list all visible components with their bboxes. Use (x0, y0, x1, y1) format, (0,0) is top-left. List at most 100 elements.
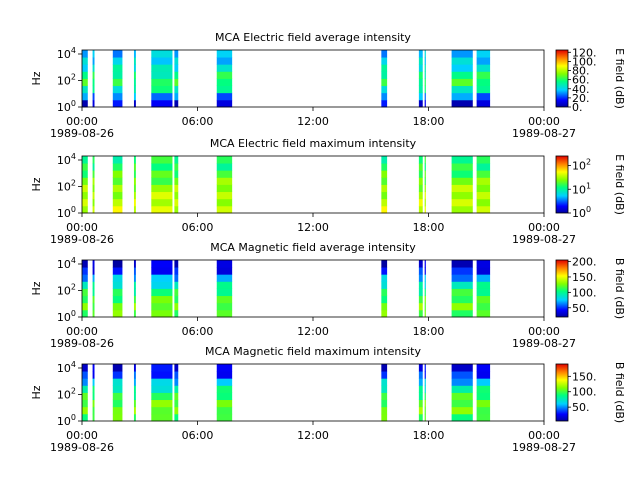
heatmap-cell (133, 378, 136, 386)
heatmap-cell (133, 57, 136, 65)
heatmap-cell (451, 71, 473, 79)
heatmap-cell (381, 267, 388, 275)
heatmap-cell (151, 50, 173, 58)
heatmap-cell (133, 399, 136, 408)
heatmap-cell (174, 295, 179, 304)
heatmap-cell (381, 413, 388, 422)
heatmap-cell (424, 288, 426, 297)
heatmap-cell (476, 281, 491, 289)
heatmap-cell (112, 267, 123, 275)
chart-title: MCA Electric field average intensity (215, 31, 411, 44)
heatmap-cell (451, 392, 473, 401)
x-tick-label: 00:00 (66, 221, 98, 234)
heatmap-cell (112, 170, 123, 178)
heatmap-cell (92, 281, 95, 289)
data-stripe (151, 260, 173, 318)
data-stripe (424, 156, 426, 214)
heatmap-cell (112, 163, 123, 171)
heatmap-cell (133, 92, 136, 101)
heatmap-cell (381, 170, 388, 178)
data-stripe (92, 50, 95, 108)
heatmap-cell (451, 399, 473, 408)
heatmap-cell (112, 413, 123, 422)
heatmap-cell (216, 385, 233, 393)
heatmap-cell (151, 85, 173, 94)
heatmap-cell (381, 64, 388, 72)
heatmap-cell (476, 406, 491, 415)
colorbar-tick-label: 100. (572, 55, 597, 68)
heatmap-cell (151, 378, 173, 386)
heatmap-cell (82, 392, 88, 401)
heatmap-cell (424, 260, 426, 268)
heatmap-cell (418, 64, 423, 72)
heatmap-cell (133, 85, 136, 94)
heatmap-cell (174, 385, 179, 393)
heatmap-cell (476, 205, 491, 214)
heatmap-cell (451, 184, 473, 193)
data-stripe (418, 364, 423, 422)
heatmap-cell (451, 198, 473, 207)
heatmap-cell (112, 302, 123, 311)
heatmap-cell (381, 92, 388, 101)
data-stripe (112, 50, 123, 108)
heatmap-cell (216, 274, 233, 282)
heatmap-cell (174, 392, 179, 401)
heatmap-cell (216, 198, 233, 207)
heatmap-cell (112, 156, 123, 164)
heatmap-cell (112, 392, 123, 401)
heatmap-cell (424, 413, 426, 422)
heatmap-cell (418, 302, 423, 311)
heatmap-cell (151, 170, 173, 178)
heatmap-cell (151, 406, 173, 415)
heatmap-cell (92, 156, 95, 164)
heatmap-cell (133, 78, 136, 87)
y-axis-label: Hz (30, 177, 43, 191)
heatmap-cell (424, 378, 426, 386)
heatmap-cell (418, 177, 423, 185)
heatmap-cell (174, 309, 179, 318)
heatmap-cell (151, 156, 173, 164)
heatmap-cell (476, 413, 491, 422)
heatmap-cell (216, 184, 233, 193)
heatmap-cell (418, 399, 423, 408)
heatmap-cell (418, 85, 423, 94)
heatmap-cell (216, 281, 233, 289)
heatmap-cell (381, 156, 388, 164)
x-tick-label: 06:00 (182, 429, 214, 442)
heatmap-cell (112, 378, 123, 386)
heatmap-cell (424, 281, 426, 289)
heatmap-cell (112, 191, 123, 200)
heatmap-cell (92, 385, 95, 393)
heatmap-cell (424, 205, 426, 214)
heatmap-cell (216, 78, 233, 87)
x-date-label: 1989-08-27 (512, 233, 576, 246)
heatmap-cell (82, 413, 88, 422)
chart-panel-1: MCA Electric field average intensity 104 1… (30, 31, 626, 140)
heatmap-cell (112, 184, 123, 193)
heatmap-cell (92, 64, 95, 72)
heatmap-cell (82, 267, 88, 275)
heatmap-cell (216, 64, 233, 72)
heatmap-cell (112, 385, 123, 393)
heatmap-cell (112, 57, 123, 65)
heatmap-cell (174, 274, 179, 282)
heatmap-cell (381, 288, 388, 297)
heatmap-cell (216, 371, 233, 379)
heatmap-cell (174, 156, 179, 164)
heatmap-cell (92, 309, 95, 318)
heatmap-cell (112, 198, 123, 207)
heatmap-cell (381, 295, 388, 304)
heatmap-cell (381, 205, 388, 214)
x-date-label: 1989-08-26 (50, 127, 114, 140)
heatmap-cell (82, 163, 88, 171)
heatmap-cell (381, 198, 388, 207)
heatmap-cell (418, 50, 423, 58)
heatmap-cell (381, 385, 388, 393)
heatmap-cell (216, 92, 233, 101)
heatmap-cell (82, 191, 88, 200)
heatmap-cell (151, 163, 173, 171)
heatmap-cell (133, 170, 136, 178)
heatmap-cell (424, 198, 426, 207)
heatmap-cell (418, 371, 423, 379)
colorbar-tick-label: 102 (572, 158, 591, 173)
